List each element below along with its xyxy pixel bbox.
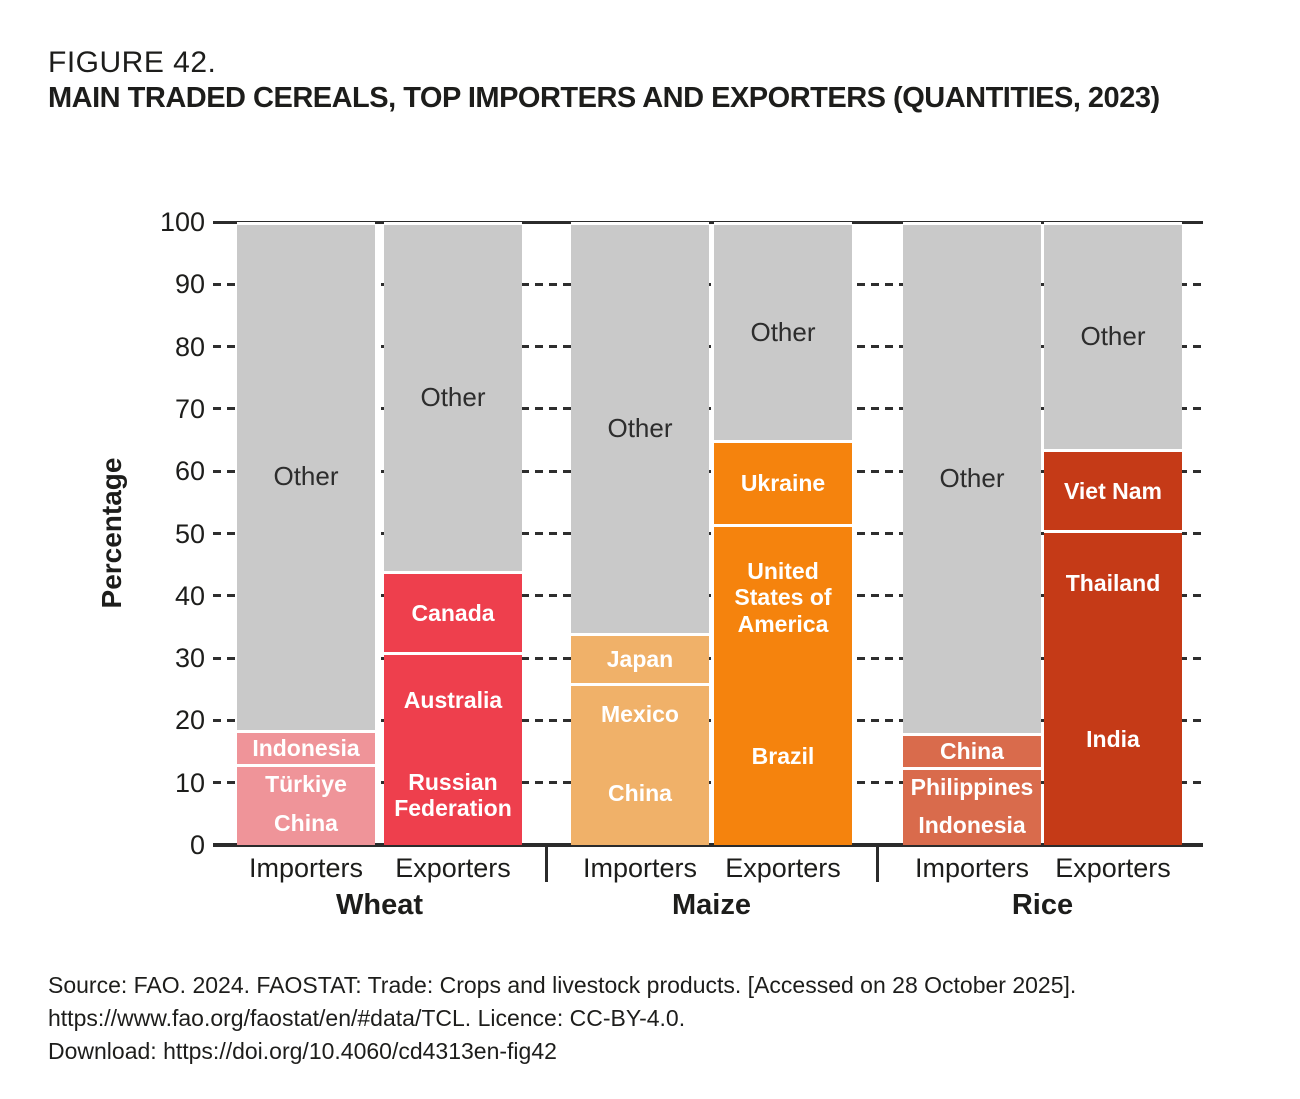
bar-maize-exporters: Brazil United States of America Ukraine Oth…	[714, 222, 852, 845]
segment-label: Viet Nam	[1063, 478, 1162, 505]
segment-label: China	[608, 780, 672, 807]
segment-other: Other	[237, 222, 375, 730]
bar-rice-importers: Indonesia Philippines China Other	[903, 222, 1041, 845]
segment-label: Ukraine	[740, 470, 826, 497]
segment-china: China	[903, 732, 1041, 768]
segment-indonesia: Indonesia	[903, 804, 1041, 845]
y-axis-label: Percentage	[96, 457, 127, 609]
segment-label: Other	[420, 382, 486, 413]
y-tick-label: 70	[174, 393, 205, 424]
source-line: Source: FAO. 2024. FAOSTAT: Trade: Crops…	[48, 972, 1077, 998]
source-line: Download: https://doi.org/10.4060/cd4313…	[48, 1038, 557, 1064]
segment-label: Other	[607, 413, 673, 444]
figure-title: MAIN TRADED CEREALS, TOP IMPORTERS AND E…	[48, 82, 1160, 114]
segment-türkiye: Türkiye	[237, 764, 375, 802]
x-axis-line	[213, 843, 1203, 847]
y-tick-label: 60	[174, 456, 205, 487]
segment-label: Türkiye	[265, 770, 347, 797]
segment-other: Other	[571, 222, 709, 634]
y-tick-label: 20	[174, 705, 205, 736]
y-tick-label: 80	[174, 331, 205, 362]
segment-label: Other	[1080, 321, 1146, 352]
segment-label: Brazil	[751, 743, 815, 769]
segment-other: Other	[714, 222, 852, 441]
group-label-rice: Rice	[1011, 889, 1074, 921]
segment-brazil: Brazil	[714, 667, 852, 845]
y-tick-label: 40	[174, 580, 205, 611]
x-axis-label-exporters: Exporters	[725, 853, 841, 883]
segment-label: Other	[939, 463, 1005, 494]
segment-philippines: Philippines	[903, 767, 1041, 805]
group-separator-tick	[876, 847, 879, 882]
source-note: Source: FAO. 2024. FAOSTAT: Trade: Crops…	[48, 969, 1258, 1068]
y-tick-label: 0	[189, 830, 205, 860]
bar-rice-exporters: India Thailand Viet Nam Other	[1044, 222, 1182, 845]
segment-label: Mexico	[601, 700, 679, 727]
segment-canada: Canada	[384, 570, 522, 652]
segment-label: Indonesia	[918, 811, 1026, 838]
segment-mexico: Mexico	[571, 683, 709, 743]
segment-label: Other	[273, 461, 339, 492]
segment-label: Canada	[411, 599, 495, 626]
segment-label: India	[1086, 725, 1140, 752]
group-label-maize: Maize	[672, 889, 751, 921]
x-axis-label-exporters: Exporters	[1055, 853, 1171, 883]
segment-thailand: Thailand	[1044, 530, 1182, 634]
group-label-wheat: Wheat	[336, 889, 423, 921]
segment-label: Other	[750, 316, 816, 347]
segment-china: China	[237, 801, 375, 845]
y-tick-label: 10	[174, 767, 205, 798]
x-axis-label-importers: Importers	[582, 853, 698, 883]
segment-other: Other	[384, 222, 522, 571]
segment-label: Russian Federation	[394, 768, 512, 822]
segment-label: United States of America	[734, 557, 832, 637]
bar-maize-importers: China Mexico Japan Other	[571, 222, 709, 845]
bar-wheat-importers: China Türkiye Indonesia Other	[237, 222, 375, 845]
segment-indonesia: Indonesia	[237, 729, 375, 765]
x-axis-label-importers: Importers	[248, 853, 364, 883]
segment-india: India	[1044, 633, 1182, 845]
segment-other: Other	[903, 222, 1041, 733]
plot-area: China Türkiye Indonesia Other Russian Federa…	[213, 221, 1203, 847]
group-separator-tick	[545, 847, 548, 882]
segment-united-states-of-america: United States of America	[714, 524, 852, 668]
y-tick-label: 30	[174, 643, 205, 674]
segment-japan: Japan	[571, 633, 709, 684]
segment-label: Indonesia	[252, 735, 360, 762]
segment-label: China	[274, 809, 338, 836]
segment-china: China	[571, 742, 709, 845]
segment-label: Australia	[403, 686, 503, 713]
bar-wheat-exporters: Russian Federation Australia Canada Other	[384, 222, 522, 845]
segment-label: Japan	[606, 646, 674, 673]
segment-australia: Australia	[384, 651, 522, 746]
x-axis-label-importers: Importers	[914, 853, 1030, 883]
y-tick-label: 100	[159, 207, 205, 237]
segment-label: China	[940, 738, 1004, 765]
segment-other: Other	[1044, 222, 1182, 450]
figure-number: FIGURE 42.	[48, 46, 217, 79]
segment-label: Philippines	[910, 774, 1034, 801]
segment-label: Thailand	[1065, 570, 1161, 597]
segment-viet-nam: Viet Nam	[1044, 449, 1182, 531]
source-line: https://www.fao.org/faostat/en/#data/TCL…	[48, 1005, 686, 1031]
y-tick-label: 90	[174, 269, 205, 300]
segment-ukraine: Ukraine	[714, 440, 852, 525]
x-axis-label-exporters: Exporters	[395, 853, 511, 883]
segment-russian-federation: Russian Federation	[384, 745, 522, 845]
y-tick-label: 50	[174, 518, 205, 549]
